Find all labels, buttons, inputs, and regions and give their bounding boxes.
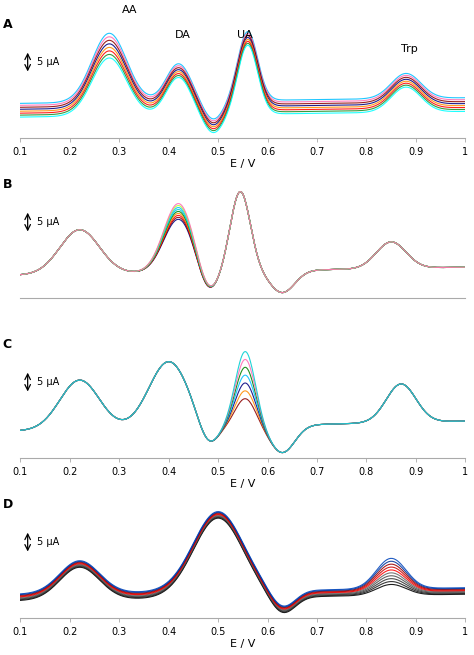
Text: 5 μA: 5 μA (36, 217, 59, 227)
Text: A: A (2, 18, 12, 31)
X-axis label: E / V: E / V (230, 479, 255, 489)
Text: DA: DA (175, 30, 191, 40)
Text: 5 μA: 5 μA (36, 537, 59, 547)
X-axis label: E / V: E / V (230, 159, 255, 170)
Text: 5 μA: 5 μA (36, 57, 59, 67)
Text: C: C (2, 337, 11, 350)
Text: 5 μA: 5 μA (36, 377, 59, 387)
Text: Trp: Trp (401, 45, 418, 54)
X-axis label: E / V: E / V (230, 639, 255, 650)
Text: UA: UA (237, 30, 253, 40)
Text: B: B (2, 178, 12, 191)
Text: D: D (2, 498, 13, 511)
Text: AA: AA (121, 5, 137, 16)
